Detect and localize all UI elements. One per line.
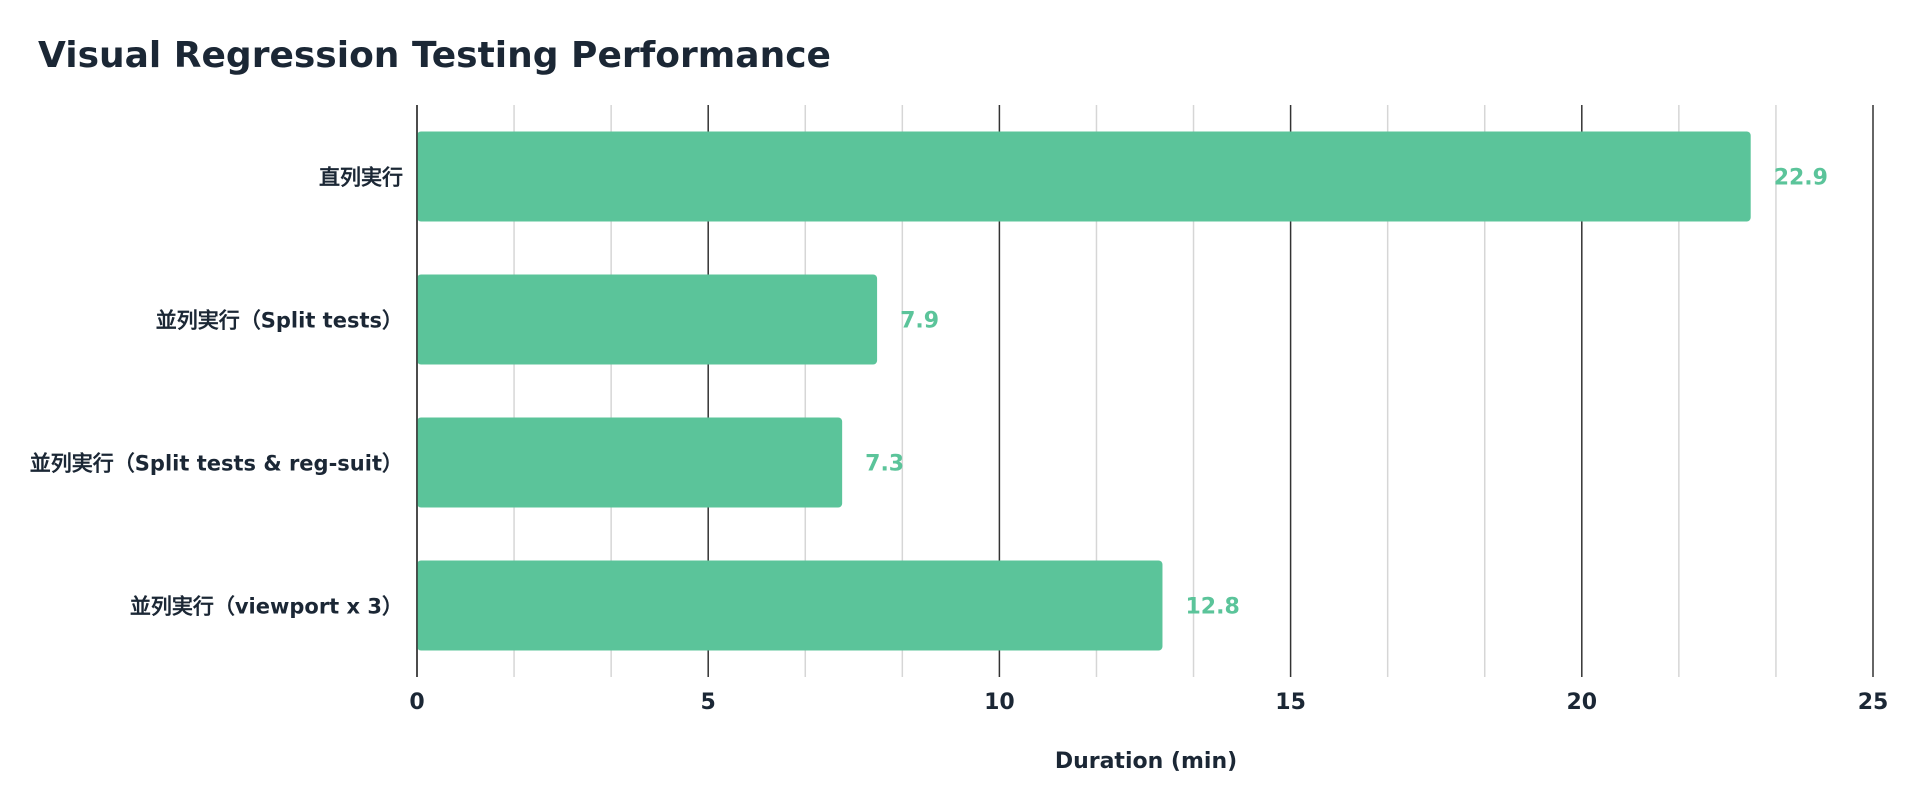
data-label: 7.9 xyxy=(900,309,939,334)
category-label: 並列実行（Split tests） xyxy=(156,309,403,333)
chart-title: Visual Regression Testing Performance xyxy=(38,35,831,76)
x-tick-label: 0 xyxy=(409,690,424,715)
category-label: 直列実行 xyxy=(319,166,403,190)
category-label: 並列実行（Split tests & reg-suit） xyxy=(30,452,403,476)
bar xyxy=(417,560,1163,651)
x-axis-title: Duration (min) xyxy=(1055,749,1237,774)
data-label: 7.3 xyxy=(865,452,904,477)
bars xyxy=(417,131,1751,651)
bar xyxy=(417,131,1751,222)
bar xyxy=(417,417,843,508)
x-tick-label: 5 xyxy=(701,690,716,715)
x-tick-label: 10 xyxy=(984,690,1015,715)
bar xyxy=(417,274,878,365)
x-axis-ticks: 0 5 10 15 20 25 xyxy=(409,105,1888,715)
x-tick-label: 25 xyxy=(1858,690,1889,715)
x-tick-label: 20 xyxy=(1566,690,1597,715)
x-tick-label: 15 xyxy=(1275,690,1306,715)
data-label: 22.9 xyxy=(1774,166,1828,191)
data-labels: 22.9 7.9 7.3 12.8 xyxy=(865,166,1828,620)
category-label: 並列実行（viewport x 3） xyxy=(130,595,403,619)
data-label: 12.8 xyxy=(1185,595,1239,620)
